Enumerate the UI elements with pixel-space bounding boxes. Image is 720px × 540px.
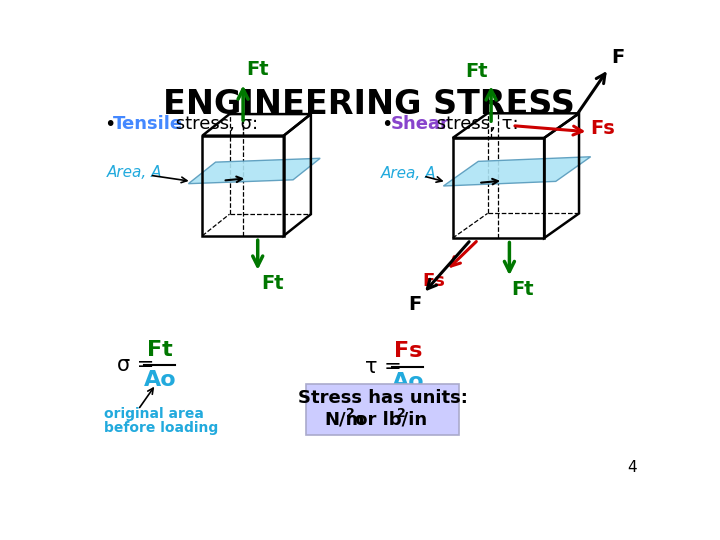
Text: σ =: σ = bbox=[117, 355, 155, 375]
Text: Ao: Ao bbox=[392, 372, 424, 392]
Text: Ft: Ft bbox=[147, 340, 173, 360]
Text: F: F bbox=[408, 295, 422, 314]
Text: Ft: Ft bbox=[511, 280, 534, 299]
Text: N/m: N/m bbox=[324, 410, 364, 428]
Text: Ft: Ft bbox=[246, 60, 269, 79]
Text: Fs: Fs bbox=[422, 272, 445, 290]
Text: Area, A: Area, A bbox=[381, 166, 436, 181]
Text: ENGINEERING STRESS: ENGINEERING STRESS bbox=[163, 88, 575, 121]
FancyBboxPatch shape bbox=[306, 383, 459, 435]
Text: •: • bbox=[381, 115, 392, 134]
Text: Ft: Ft bbox=[261, 274, 284, 293]
Text: Fs: Fs bbox=[394, 341, 422, 361]
Text: Shear: Shear bbox=[391, 115, 449, 133]
Text: or lb/in: or lb/in bbox=[349, 410, 427, 428]
Polygon shape bbox=[444, 157, 590, 186]
Text: •: • bbox=[104, 115, 115, 134]
Text: original area: original area bbox=[104, 408, 204, 421]
Text: 4: 4 bbox=[626, 460, 636, 475]
Text: Area, A: Area, A bbox=[107, 165, 163, 180]
Text: Ft: Ft bbox=[465, 62, 488, 81]
Text: stress, τ:: stress, τ: bbox=[431, 115, 518, 133]
Text: 2: 2 bbox=[397, 408, 405, 421]
Text: Ao: Ao bbox=[143, 370, 176, 390]
Text: F: F bbox=[611, 48, 624, 67]
Text: Fs: Fs bbox=[590, 119, 615, 138]
Text: 2: 2 bbox=[346, 408, 354, 421]
Text: before loading: before loading bbox=[104, 421, 218, 435]
Text: τ =: τ = bbox=[365, 356, 402, 376]
Text: Stress has units:: Stress has units: bbox=[297, 389, 467, 407]
Polygon shape bbox=[189, 158, 320, 184]
Text: Tensile: Tensile bbox=[113, 115, 184, 133]
Text: stress, σ:: stress, σ: bbox=[170, 115, 258, 133]
